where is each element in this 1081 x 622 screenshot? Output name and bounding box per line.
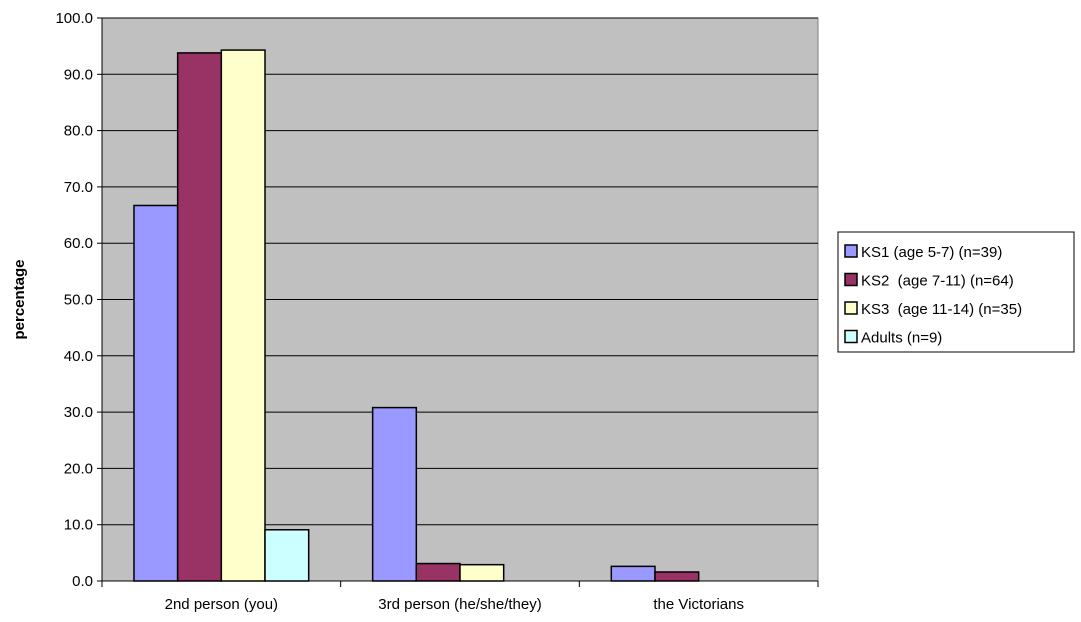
bar xyxy=(176,52,223,582)
x-tick-label: 2nd person (you) xyxy=(165,596,278,613)
legend-swatch xyxy=(844,301,858,315)
axes xyxy=(97,17,819,587)
legend-label: Adults (n=9) xyxy=(861,330,942,347)
legend-label: KS1 (age 5-7) (n=39) xyxy=(861,244,1002,261)
y-tick-label: 80.0 xyxy=(64,123,93,140)
bar xyxy=(654,571,700,582)
bar xyxy=(459,563,505,582)
legend-label: KS2 (age 7-11) (n=64) xyxy=(861,273,1014,290)
y-tick-label: 50.0 xyxy=(64,292,93,309)
x-tick-label: 3rd person (he/she/they) xyxy=(378,596,541,613)
x-tick-label: the Victorians xyxy=(653,596,744,613)
y-tick-label: 100.0 xyxy=(55,10,93,27)
bar xyxy=(415,562,461,582)
y-tick-label: 10.0 xyxy=(64,517,93,534)
y-tick-label: 70.0 xyxy=(64,179,93,196)
y-tick-label: 30.0 xyxy=(64,404,93,421)
y-tick-label: 90.0 xyxy=(64,66,93,83)
y-axis-title: percentage xyxy=(11,259,28,339)
y-tick-label: 60.0 xyxy=(64,235,93,252)
legend-swatch xyxy=(844,329,858,344)
y-tick-label: 40.0 xyxy=(64,348,93,365)
legend-label: KS3 (age 11-14) (n=35) xyxy=(861,301,1022,318)
legend-swatch xyxy=(844,272,858,287)
y-tick-label: 20.0 xyxy=(64,460,93,477)
bar xyxy=(371,406,418,582)
y-tick-label: 0.0 xyxy=(72,573,93,590)
bar xyxy=(133,204,179,582)
y-tick-labels: 0.0 10.0 20.0 30.0 40.0 50.0 60.0 70.0 80.0 90.0 1… xyxy=(55,10,93,590)
bar xyxy=(610,565,656,582)
legend-swatch xyxy=(844,244,858,258)
legend-box xyxy=(837,231,1075,353)
x-tick-labels: 2nd person (you) 3rd person (he/she/they)… xyxy=(165,596,744,613)
bar xyxy=(220,49,266,582)
legend: KS1 (age 5-7) (n=39) KS2 (age 7-11) (n=64… xyxy=(837,231,1075,353)
bar xyxy=(264,529,310,582)
